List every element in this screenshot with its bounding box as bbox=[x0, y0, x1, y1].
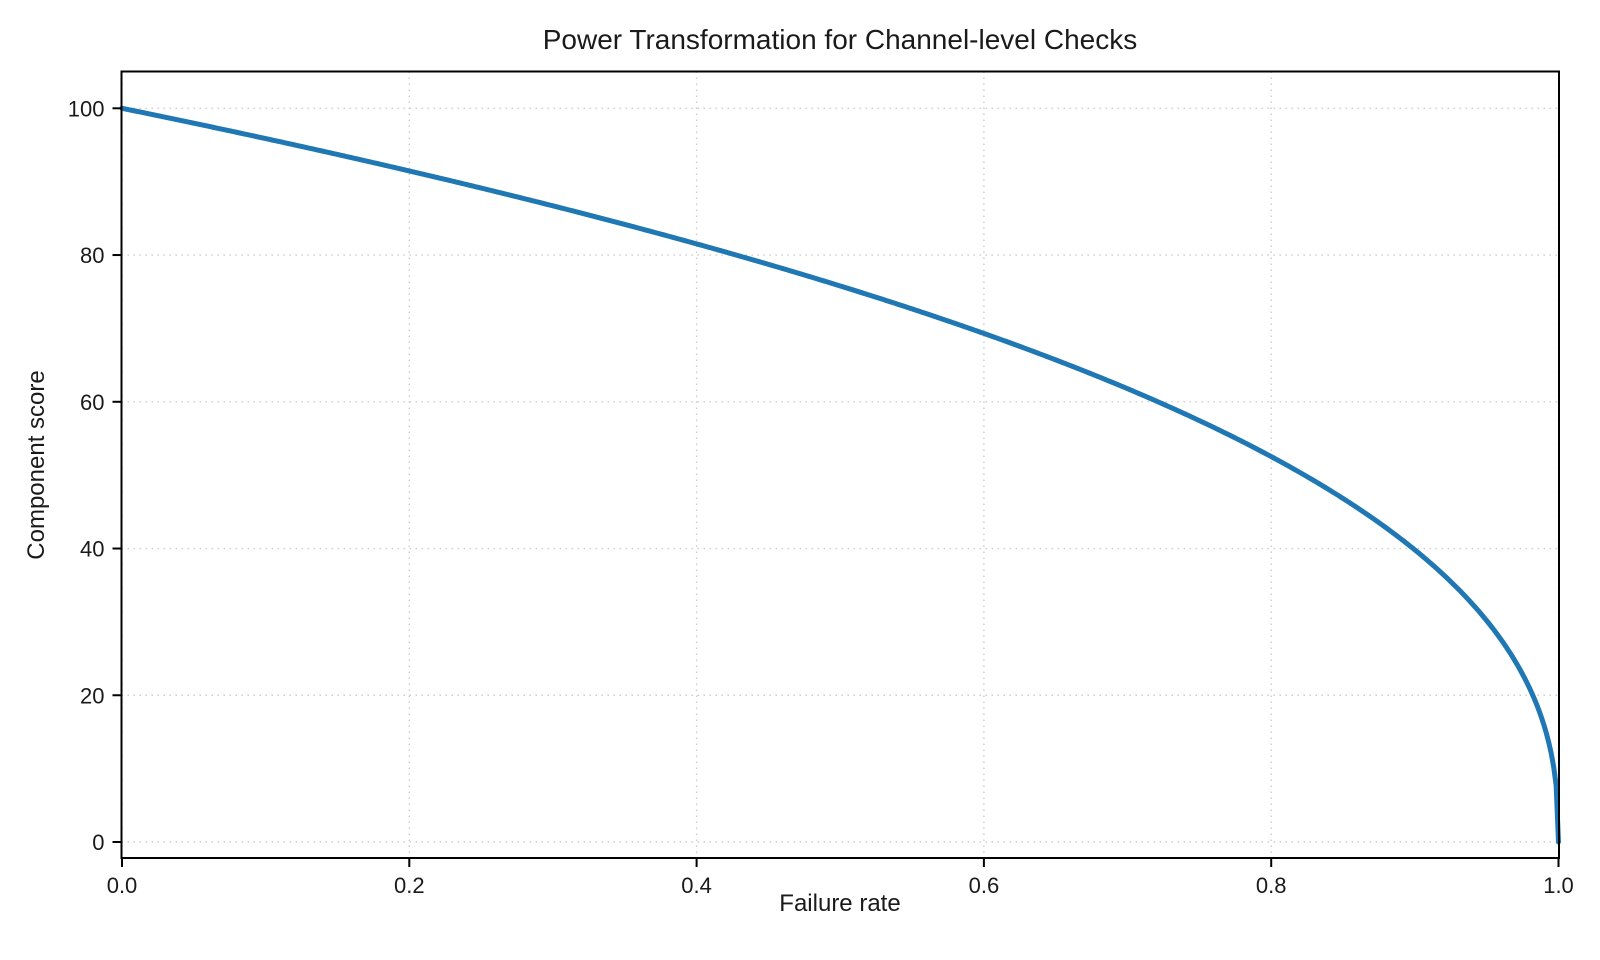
y-tick-label: 40 bbox=[80, 537, 104, 562]
y-tick-label: 20 bbox=[80, 683, 104, 708]
chart-title: Power Transformation for Channel-level C… bbox=[543, 24, 1137, 55]
x-axis-label: Failure rate bbox=[779, 890, 900, 917]
x-tick-label: 0.8 bbox=[1256, 873, 1287, 898]
axes-spines bbox=[120, 70, 1560, 859]
y-axis-label: Component score bbox=[23, 370, 50, 559]
x-tick-label: 0.6 bbox=[969, 873, 1000, 898]
x-tick-label: 1.0 bbox=[1543, 873, 1574, 898]
y-tick-label: 80 bbox=[80, 243, 104, 268]
x-tick-label: 0.4 bbox=[681, 873, 712, 898]
x-tick-label: 0.0 bbox=[107, 873, 138, 898]
y-tick-label: 60 bbox=[80, 390, 104, 415]
y-axis-ticks: 0 20 40 60 80 100 bbox=[68, 96, 122, 855]
power-curve-line bbox=[119, 105, 1561, 845]
x-axis-ticks: 0.0 0.2 0.4 0.6 0.8 1.0 bbox=[107, 858, 1574, 898]
x-tick-label: 0.2 bbox=[394, 873, 425, 898]
y-tick-label: 0 bbox=[92, 830, 104, 855]
plot-area bbox=[121, 71, 1559, 858]
y-tick-label: 100 bbox=[68, 96, 105, 121]
